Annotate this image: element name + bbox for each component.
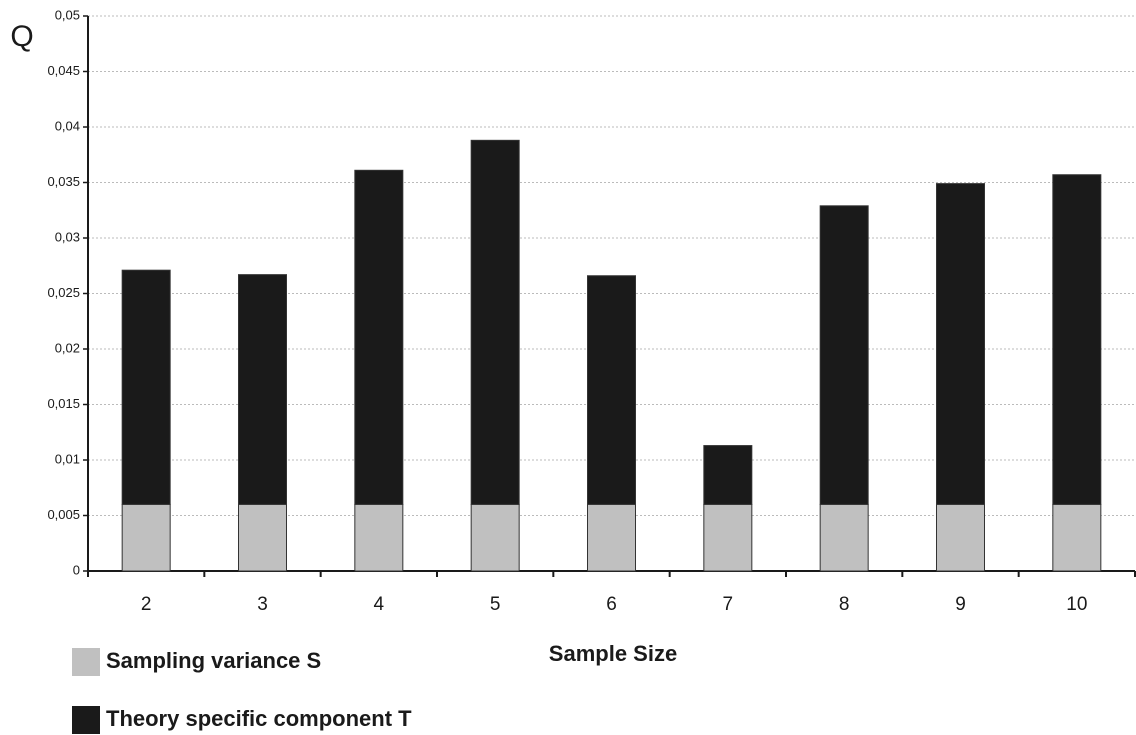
bar-segment — [587, 275, 636, 505]
x-tick-label: 3 — [257, 594, 268, 615]
y-tick-label: 0,025 — [47, 285, 80, 300]
y-tick-label: 0,02 — [55, 340, 80, 355]
bar-segment — [354, 169, 404, 505]
x-tick-label: 8 — [839, 594, 850, 615]
bar-segment — [819, 205, 869, 505]
bar-segment — [587, 503, 636, 572]
bar-segment — [121, 503, 171, 572]
x-tick-label: 4 — [374, 594, 385, 615]
x-tick-label: 2 — [141, 594, 152, 615]
y-tick-label: 0,03 — [55, 229, 80, 244]
bar-segment — [238, 503, 287, 572]
bar-segment — [703, 445, 753, 505]
y-axis-label: Q — [10, 20, 33, 53]
legend-swatch — [72, 706, 100, 734]
x-tick-label: 6 — [606, 594, 617, 615]
bar-segment — [238, 274, 287, 505]
y-tick-label: 0,04 — [55, 118, 80, 133]
legend-label: Sampling variance S — [106, 648, 321, 673]
legend-swatch — [72, 648, 100, 676]
x-tick-label: 7 — [723, 594, 734, 615]
y-tick-label: 0,015 — [47, 396, 80, 411]
y-tick-label: 0,035 — [47, 174, 80, 189]
bar-segment — [936, 503, 985, 572]
y-tick-label: 0,005 — [47, 507, 80, 522]
bar-segment — [1052, 503, 1102, 572]
bar-segment — [470, 503, 520, 572]
bar-segment — [121, 269, 171, 505]
bar-segment — [703, 503, 753, 572]
x-tick-label: 9 — [955, 594, 966, 615]
y-tick-label: 0,05 — [55, 7, 80, 22]
legend-label: Theory specific component T — [106, 706, 412, 731]
x-tick-label: 5 — [490, 594, 501, 615]
bar-segment — [470, 139, 520, 505]
bar-segment — [936, 183, 985, 505]
y-tick-label: 0,01 — [55, 451, 80, 466]
bar-segment — [819, 503, 869, 572]
y-tick-label: 0 — [73, 562, 80, 577]
y-tick-label: 0,045 — [47, 63, 80, 78]
x-tick-label: 10 — [1066, 594, 1087, 615]
bar-segment — [1052, 174, 1102, 505]
bar-segment — [354, 503, 404, 572]
x-axis-label: Sample Size — [549, 641, 677, 666]
